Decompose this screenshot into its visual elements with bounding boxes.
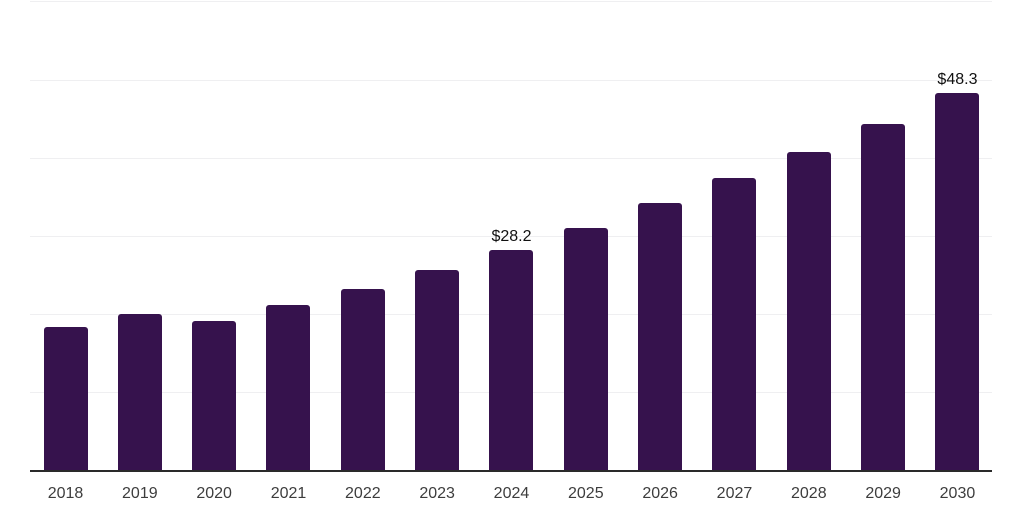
gridline-60 — [30, 1, 992, 3]
x-tick-label-2022: 2022 — [345, 485, 381, 502]
bar-2030 — [935, 92, 980, 471]
x-tick-label-2027: 2027 — [716, 485, 753, 502]
bar-2020 — [192, 321, 237, 471]
bar-2029 — [861, 124, 906, 471]
bar-2022 — [340, 289, 385, 471]
bar-2018 — [43, 326, 88, 471]
x-tick-label-2023: 2023 — [419, 485, 455, 502]
bar-2028 — [786, 152, 831, 471]
gridline-30 — [30, 235, 992, 237]
x-tick-label-2018: 2018 — [47, 485, 84, 502]
bar-2026 — [638, 203, 683, 471]
x-tick-label-2030: 2030 — [939, 485, 976, 502]
x-tick-label-2028: 2028 — [791, 485, 827, 502]
bar-2021 — [266, 305, 311, 471]
bar-2024 — [489, 249, 534, 471]
data-label-2024: $28.2 — [491, 227, 532, 245]
x-tick-label-2019: 2019 — [122, 485, 158, 502]
x-axis-line — [30, 469, 992, 472]
x-tick-label-2020: 2020 — [196, 485, 232, 502]
x-tick-label-2029: 2029 — [865, 485, 901, 502]
x-tick-label-2026: 2026 — [642, 485, 678, 502]
x-tick-label-2024: 2024 — [493, 485, 530, 502]
bar-2019 — [117, 314, 162, 471]
bar-2027 — [712, 178, 757, 471]
x-tick-label-2025: 2025 — [568, 485, 604, 502]
bar-2025 — [563, 228, 608, 471]
x-tick-label-2021: 2021 — [270, 485, 307, 502]
gridline-50 — [30, 79, 992, 81]
gridline-40 — [30, 157, 992, 159]
bar-2023 — [415, 269, 460, 471]
data-label-2030: $48.3 — [937, 70, 978, 88]
